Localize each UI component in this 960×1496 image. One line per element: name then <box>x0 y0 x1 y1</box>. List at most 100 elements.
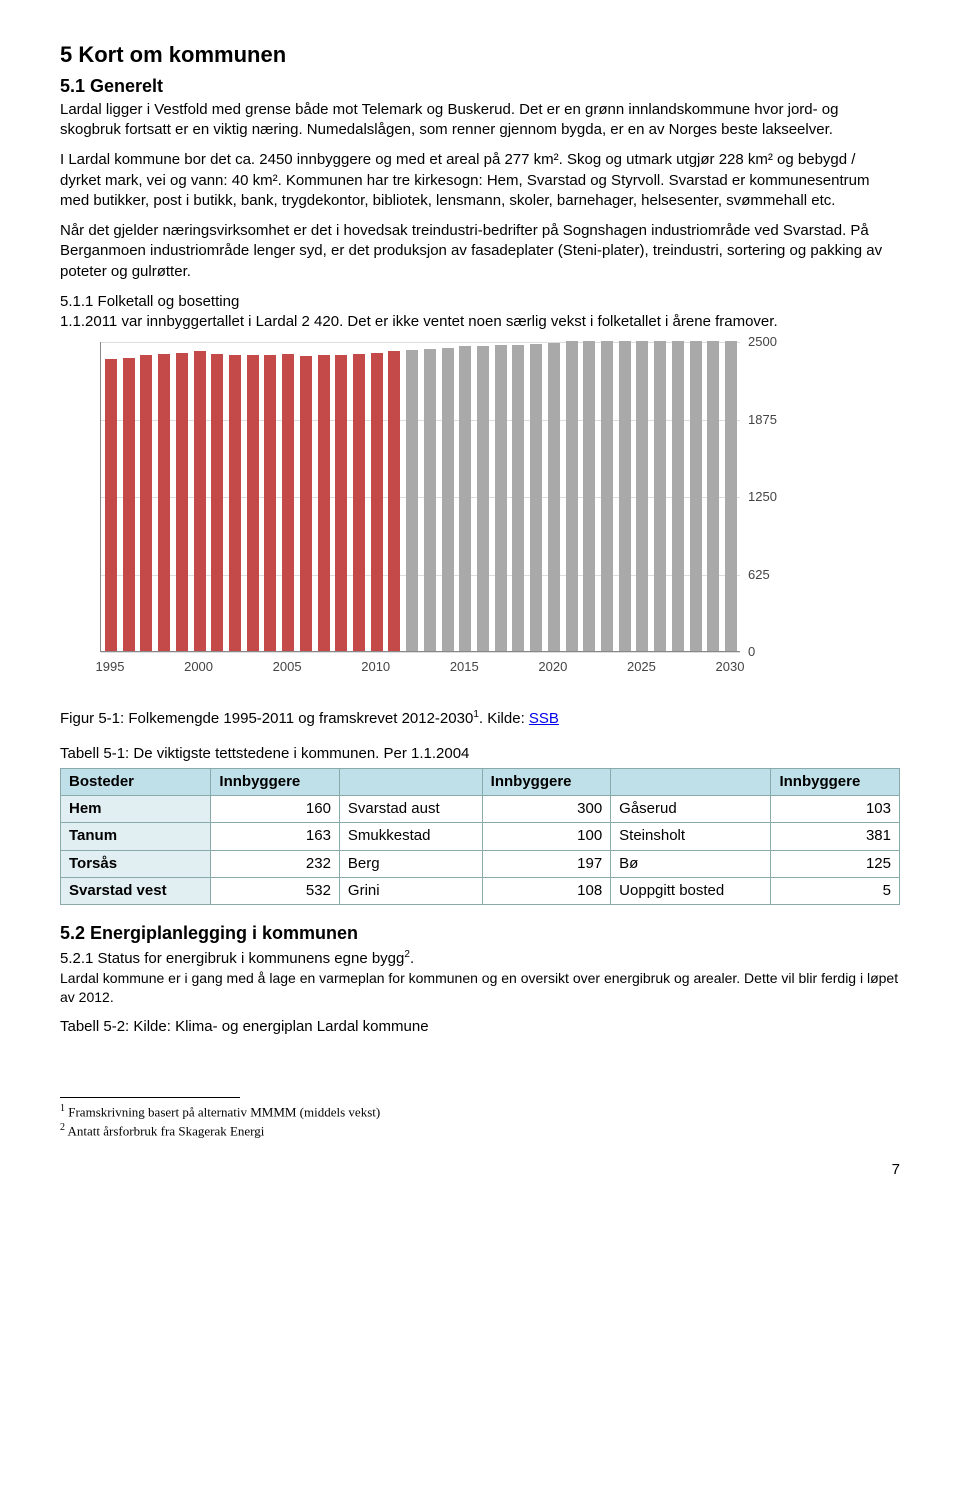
subsubsection-heading: 5.2.1 Status for energibruk i kommunens … <box>60 948 900 969</box>
subsection-heading: 5.2 Energiplanlegging i kommunen <box>60 921 900 945</box>
table-cell: Uoppgitt bosted <box>611 877 771 904</box>
heading-text: 5.2.1 Status for energibruk i kommunens … <box>60 950 404 967</box>
table-cell: Svarstad aust <box>339 796 482 823</box>
table-cell: Torsås <box>61 850 211 877</box>
page-number: 7 <box>60 1160 900 1180</box>
table-header: Innbyggere <box>211 768 340 795</box>
table-cell: Bø <box>611 850 771 877</box>
x-tick-label: 2000 <box>184 658 213 676</box>
chart-bar <box>123 358 135 652</box>
x-tick-label: 2015 <box>450 658 479 676</box>
chart-bar <box>619 341 631 651</box>
chart-bar <box>194 351 206 651</box>
body-text: Lardal ligger i Vestfold med grense både… <box>60 100 900 141</box>
x-tick-label: 2020 <box>538 658 567 676</box>
table-header: Innbyggere <box>482 768 611 795</box>
body-text: Lardal kommune er i gang med å lage en v… <box>60 969 900 1007</box>
table-cell: Tanum <box>61 823 211 850</box>
footnote-text: Framskrivning basert på alternativ MMMM … <box>65 1104 380 1119</box>
table-cell: Hem <box>61 796 211 823</box>
chart-bar <box>583 341 595 651</box>
table-cell: Gåserud <box>611 796 771 823</box>
x-tick-label: 2030 <box>716 658 745 676</box>
x-tick-label: 2010 <box>361 658 390 676</box>
section-heading: 5 Kort om kommunen <box>60 40 900 70</box>
chart-bar <box>158 354 170 652</box>
footnote: 2 Antatt årsforbruk fra Skagerak Energi <box>60 1121 900 1140</box>
chart-bar <box>247 355 259 651</box>
table-header <box>339 768 482 795</box>
footnote-separator <box>60 1097 240 1098</box>
chart-bar <box>406 350 418 651</box>
ssb-link[interactable]: SSB <box>529 710 559 727</box>
table-cell: 125 <box>771 850 900 877</box>
table-cell: 103 <box>771 796 900 823</box>
table-cell: 5 <box>771 877 900 904</box>
chart-bar <box>601 341 613 651</box>
chart-bar <box>211 354 223 652</box>
subsubsection-heading: 5.1.1 Folketall og bosetting <box>60 292 900 312</box>
chart-bar <box>725 341 737 651</box>
subsection-heading: 5.1 Generelt <box>60 74 900 98</box>
x-tick-label: 1995 <box>96 658 125 676</box>
table-header: Innbyggere <box>771 768 900 795</box>
chart-bar <box>335 355 347 652</box>
chart-bar <box>264 355 276 652</box>
chart-bar <box>229 355 241 652</box>
y-tick-label: 0 <box>748 644 755 662</box>
chart-bar <box>140 355 152 651</box>
y-tick-label: 1250 <box>748 489 777 507</box>
caption-text: Figur 5-1: Folkemengde 1995-2011 og fram… <box>60 710 473 727</box>
settlements-table: BostederInnbyggereInnbyggereInnbyggereHe… <box>60 768 900 905</box>
table-cell: Berg <box>339 850 482 877</box>
body-text: 1.1.2011 var innbyggertallet i Lardal 2 … <box>60 312 900 332</box>
chart-bar <box>690 341 702 651</box>
chart-bar <box>654 341 666 651</box>
chart-bar <box>318 355 330 652</box>
table-cell: Svarstad vest <box>61 877 211 904</box>
table-cell: Steinsholt <box>611 823 771 850</box>
chart-bar <box>459 346 471 651</box>
chart-bar <box>548 343 560 652</box>
chart-bar <box>707 341 719 651</box>
caption-text: . Kilde: <box>479 710 529 727</box>
chart-bar <box>424 349 436 652</box>
chart-bar <box>566 341 578 651</box>
table-cell: 300 <box>482 796 611 823</box>
body-text: Når det gjelder næringsvirksomhet er det… <box>60 221 900 282</box>
x-tick-label: 2025 <box>627 658 656 676</box>
table-cell: Grini <box>339 877 482 904</box>
chart-bar <box>530 344 542 652</box>
population-chart: 0625125018752500 19952000200520102015202… <box>60 342 900 702</box>
table-cell: Smukkestad <box>339 823 482 850</box>
chart-bar <box>105 359 117 652</box>
table-cell: 232 <box>211 850 340 877</box>
table-cell: 381 <box>771 823 900 850</box>
table-header <box>611 768 771 795</box>
figure-caption: Figur 5-1: Folkemengde 1995-2011 og fram… <box>60 708 900 729</box>
table-cell: 108 <box>482 877 611 904</box>
chart-bar <box>672 341 684 651</box>
chart-bar <box>371 353 383 652</box>
table-cell: 160 <box>211 796 340 823</box>
y-tick-label: 625 <box>748 566 770 584</box>
chart-bar <box>512 345 524 652</box>
table-cell: 163 <box>211 823 340 850</box>
table-cell: 100 <box>482 823 611 850</box>
heading-text: . <box>410 950 414 967</box>
chart-bar <box>282 354 294 652</box>
table-caption: Tabell 5-2: Kilde: Klima- og energiplan … <box>60 1017 900 1037</box>
heading-text: 5.1.1 Folketall og bosetting <box>60 293 239 310</box>
body-text: I Lardal kommune bor det ca. 2450 innbyg… <box>60 150 900 211</box>
table-header: Bosteder <box>61 768 211 795</box>
y-tick-label: 2500 <box>748 334 777 352</box>
table-cell: 197 <box>482 850 611 877</box>
table-caption: Tabell 5-1: De viktigste tettstedene i k… <box>60 744 900 764</box>
footnote: 1 Framskrivning basert på alternativ MMM… <box>60 1102 900 1121</box>
chart-bar <box>353 354 365 652</box>
chart-bar <box>442 348 454 652</box>
x-tick-label: 2005 <box>273 658 302 676</box>
chart-bar <box>176 353 188 652</box>
chart-bar <box>477 346 489 652</box>
table-cell: 532 <box>211 877 340 904</box>
